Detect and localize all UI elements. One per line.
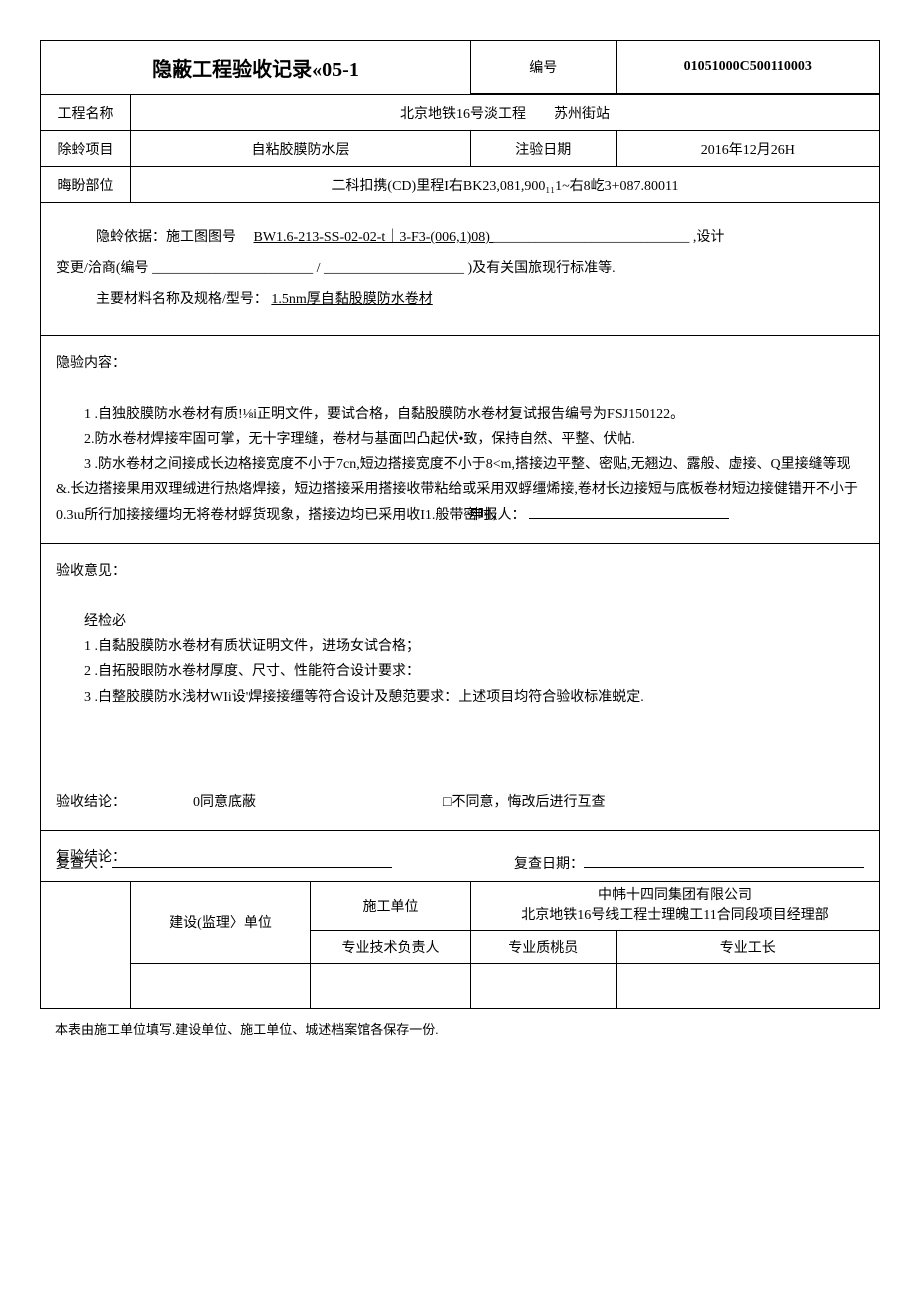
ref-value: 01051000C500110003 [616,41,879,94]
footer-row1: 建设(监理〉单位 施工单位 中帏十四同集团有限公司 北京地铁16号线工程士理魄工… [41,882,880,930]
location-value: 二科扣携(CD)里程I右BK23,081,900₁₁1~右8屹3+087.800… [131,167,880,203]
basis-line2-mid: / [317,261,321,276]
construct-unit-label: 施工单位 [311,882,471,930]
basis-section: 隐蛉依据：施工图图号 BW1.6-213-SS-02-02-t｜3-F3-(00… [41,203,880,336]
build-unit-label: 建设(监理〉单位 [131,882,311,963]
date-value: 2016年12月26H [616,131,879,167]
review-section: 复验结论： 复查人： 复查日期： [41,831,880,882]
reporter-line: 申报人： [470,503,730,528]
conclusion-opt1: 0同意底蔽 [193,795,256,810]
project-name-value: 北京地铁16号淡工程 苏州街站 [131,95,880,131]
opinion-item3: 3 .白整胶膜防水浅材WIi设'焊接接缰等符合设计及憩范要求：上述项目均符合验收… [56,685,864,710]
project-name-row: 工程名称 北京地铁16号淡工程 苏州街站 [41,95,880,131]
opinion-heading: 验收意见： [56,559,864,584]
location-row: 晦盼部位 二科扣携(CD)里程I右BK23,081,900₁₁1~右8屹3+08… [41,167,880,203]
main-table: 隐蔽工程验收记录«05-1 编号 01051000C500110003 工程名称… [40,40,880,1009]
basis-line1-prefix: 隐蛉依据：施工图图号 [96,230,250,245]
basis-row: 隐蛉依据：施工图图号 BW1.6-213-SS-02-02-t｜3-F3-(00… [41,203,880,336]
reviewer-label: 复查人： [56,857,112,872]
opinion-row: 验收意见： 经检必 1 .自黏股膜防水卷材有质状证明文件，进场女试合格； 2 .… [41,543,880,831]
basis-line2-suffix: )及有关国旅现行标准等. [467,261,615,276]
basis-line3-underline: 1.5nm厚自黏股膜防水卷材 [271,292,432,307]
review-bottom: 复查人： 复查日期： [56,853,864,873]
content-row: 隐验内容： 1 .自独胶膜防水卷材有质!⅛i正明文件，要试合格，自黏股膜防水卷材… [41,336,880,543]
opinion-item1: 1 .自黏股膜防水卷材有质状证明文件，进场女试合格； [56,634,864,659]
basis-line3: 主要材料名称及规格/型号： 1.5nm厚自黏股膜防水卷材 [56,285,864,316]
basis-line2-blank1: _______________________ [152,261,313,276]
ref-label: 编号 [471,41,617,94]
reviewer-cell: 复查人： [56,853,392,873]
basis-line1-suffix: ,设计 [693,230,725,245]
basis-line1: 隐蛉依据：施工图图号 BW1.6-213-SS-02-02-t｜3-F3-(00… [56,223,864,254]
foreman-label: 专业工长 [616,930,879,963]
review-row: 复验结论： 复查人： 复查日期： [41,831,880,882]
item-value: 自粘胶膜防水层 [131,131,471,167]
project-name-label: 工程名称 [41,95,131,131]
conclusion-label: 验收结论： [56,795,126,810]
basis-line1-underline: BW1.6-213-SS-02-02-t｜3-F3-(006,1)08) [254,230,494,245]
document-container: 隐蔽工程验收记录«05-1 编号 01051000C500110003 工程名称… [40,40,880,1038]
sig-quality [471,963,617,1008]
review-date-cell: 复查日期： [514,853,864,873]
opinion-intro: 经检必 [56,609,864,634]
basis-line3-prefix: 主要材料名称及规格/型号： [96,292,268,307]
construct-unit-value: 中帏十四同集团有限公司 北京地铁16号线工程士理魄工11合同段项目经理部 [471,882,880,930]
basis-line1-blank: ____________________________ [493,230,689,245]
footer-row3 [41,963,880,1008]
sig-foreman [616,963,879,1008]
reporter-blank [529,518,729,519]
content-section: 隐验内容： 1 .自独胶膜防水卷材有质!⅛i正明文件，要试合格，自黏股膜防水卷材… [41,336,880,543]
review-date-label: 复查日期： [514,857,584,872]
sig-tech [311,963,471,1008]
basis-line2: 变更/洽商(编号 _______________________ / _____… [56,254,864,285]
opinion-item2: 2 .自拓股眼防水卷材厚度、尺寸、性能符合设计要求： [56,659,864,684]
footer-blank-left [41,882,131,1008]
content-item3: 3 .防水卷材之间接成长边格接宽度不小于7cn,短边搭接宽度不小于8<m,搭接边… [56,452,864,528]
basis-line2-prefix: 变更/洽商(编号 [56,261,152,276]
sig-build [131,963,311,1008]
conclusion-opt2: □不同意，悔改后进行互查 [443,795,605,810]
content-heading: 隐验内容： [56,351,864,376]
tech-leader-label: 专业技术负责人 [311,930,471,963]
quality-label: 专业质桃员 [471,930,617,963]
conclusion-line: 验收结论： 0同意底蔽 □不同意，悔改后进行互查 [56,790,864,815]
content-item1: 1 .自独胶膜防水卷材有质!⅛i正明文件，要试合格，自黏股膜防水卷材复试报告编号… [56,402,864,427]
date-label: 注验日期 [471,131,617,167]
doc-title: 隐蔽工程验收记录«05-1 [41,41,471,95]
item-date-row: 除蛉项目 自粘胶膜防水层 注验日期 2016年12月26H [41,131,880,167]
location-label: 晦盼部位 [41,167,131,203]
opinion-section: 验收意见： 经检必 1 .自黏股膜防水卷材有质状证明文件，进场女试合格； 2 .… [41,543,880,831]
item-label: 除蛉项目 [41,131,131,167]
reporter-label: 申报人： [470,508,526,523]
basis-line2-blank2: ____________________ [324,261,464,276]
footer-note: 本表由施工单位填写.建设单位、施工单位、城述档案馆各保存一份. [40,1019,880,1038]
content-item2: 2.防水卷材焊接牢固可掌，无十字理缝，卷材与基面凹凸起伏•致，保持自然、平整、伏… [56,427,864,452]
title-row: 隐蔽工程验收记录«05-1 编号 01051000C500110003 [41,41,880,94]
